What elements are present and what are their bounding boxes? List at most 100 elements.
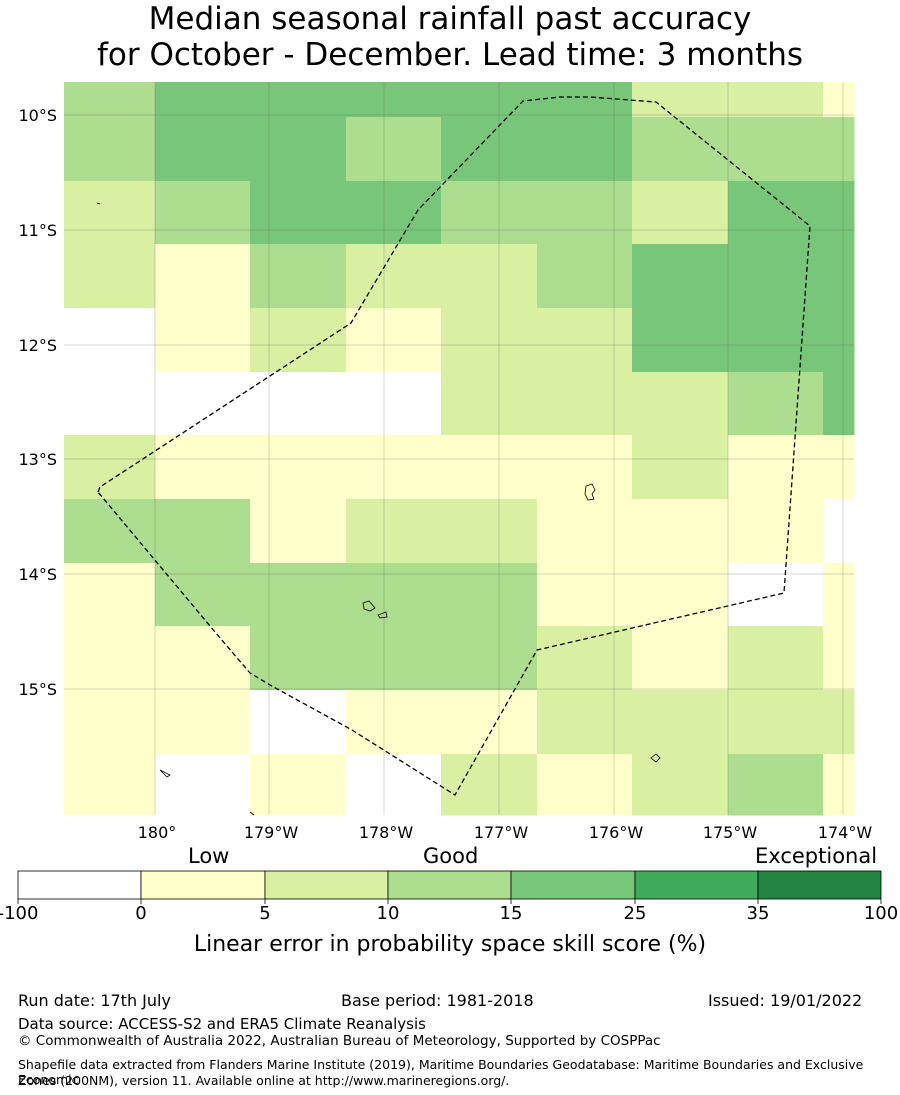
grid-cell <box>441 754 538 816</box>
islands <box>96 202 661 816</box>
grid-cell <box>537 117 633 182</box>
grid-cell <box>823 435 855 500</box>
grid-cell <box>441 244 538 309</box>
grid-cell <box>155 690 251 755</box>
grid-cell <box>441 435 538 500</box>
grid-cell <box>346 754 442 816</box>
longitude-label: 179°W <box>244 823 299 842</box>
longitude-label: 174°W <box>818 823 873 842</box>
shapefile-credit-line2: Zones (200NM), version 11. Available onl… <box>18 1073 510 1088</box>
grid-cell <box>64 435 156 500</box>
grid-cell <box>728 181 824 245</box>
grid-cell <box>823 181 855 245</box>
grid-cell <box>537 499 633 564</box>
island <box>584 483 596 501</box>
legend-tick: 10 <box>376 903 400 924</box>
grid-cell <box>441 626 538 691</box>
island <box>249 811 255 816</box>
grid-cell <box>64 690 156 755</box>
grid-cell <box>537 435 633 500</box>
grid-cell <box>64 563 156 627</box>
grid-cell <box>537 563 633 627</box>
grid-cell <box>346 690 442 755</box>
grid-cell <box>632 499 729 564</box>
grid-cell <box>823 754 855 816</box>
latitude-label: 13°S <box>18 450 57 469</box>
grid-cell <box>155 754 251 816</box>
grid-cell <box>64 499 156 564</box>
legend-label-low: Low <box>188 844 230 868</box>
grid-cell <box>632 181 729 245</box>
grid-cell <box>250 754 347 816</box>
latitude-label: 15°S <box>18 680 57 699</box>
longitude-label: 176°W <box>589 823 644 842</box>
grid-cell <box>346 82 442 118</box>
run-date: Run date: 17th July <box>18 991 171 1010</box>
grid-cell <box>823 563 855 627</box>
grid-cell <box>537 244 633 309</box>
grid-cell <box>346 372 442 436</box>
grid-cell <box>632 563 729 627</box>
legend-tick: 5 <box>259 903 271 924</box>
grid-cell <box>823 82 855 118</box>
grid-cell <box>728 499 824 564</box>
grid-cell <box>155 372 251 436</box>
grid-cell <box>155 82 251 118</box>
grid-cell <box>632 244 729 309</box>
longitude-label: 175°W <box>703 823 758 842</box>
grid-cell <box>64 754 156 816</box>
data-source: Data source: ACCESS-S2 and ERA5 Climate … <box>18 1015 426 1033</box>
grid-cell <box>441 372 538 436</box>
legend-tick: 100 <box>863 903 899 924</box>
colorbar-bin <box>634 870 759 900</box>
chart-title-line2: for October - December. Lead time: 3 mon… <box>96 37 804 73</box>
island <box>362 600 376 612</box>
legend-tick: -100 <box>0 903 39 924</box>
colorbar-bin <box>757 870 882 900</box>
grid-cell <box>441 690 538 755</box>
grid-cell <box>632 690 729 755</box>
grid-cell <box>250 372 347 436</box>
grid-cell <box>441 117 538 182</box>
colorbar-bin <box>510 870 636 900</box>
grid-cell <box>823 308 855 373</box>
grid-cell <box>537 372 633 436</box>
grid-cell <box>64 244 156 309</box>
copyright: © Commonwealth of Australia 2022, Austra… <box>18 1033 661 1049</box>
grid-cell <box>64 181 156 245</box>
grid-cell <box>728 563 824 627</box>
grid-cell <box>346 117 442 182</box>
grid-cell <box>250 690 347 755</box>
island <box>159 769 171 778</box>
grid-cell <box>155 563 251 627</box>
longitude-label: 178°W <box>359 823 414 842</box>
grid-cell <box>728 117 824 182</box>
grid-cell <box>441 499 538 564</box>
grid-cell <box>64 626 156 691</box>
grid-cell <box>346 626 442 691</box>
legend-label-good: Good <box>423 844 479 868</box>
grid-cell <box>346 563 442 627</box>
grid-cell <box>64 117 156 182</box>
colorbar-bin <box>140 870 266 900</box>
base-period: Base period: 1981-2018 <box>341 991 534 1010</box>
grid-cell <box>632 372 729 436</box>
grid-cell <box>728 626 824 691</box>
grid-cell <box>346 499 442 564</box>
legend-title: Linear error in probability space skill … <box>193 932 707 957</box>
grid-cell <box>728 308 824 373</box>
legend-tick: 15 <box>499 903 523 924</box>
grid-cell <box>64 308 156 373</box>
shapefile-credit-line1: Shapefile data extracted from Flanders M… <box>18 1057 864 1087</box>
grid-cell <box>346 244 442 309</box>
latitude-labels: 10°S 11°S 12°S 13°S 14°S 15°S <box>18 106 57 699</box>
legend-label-exceptional: Exceptional <box>755 844 878 868</box>
longitude-labels: 180° 179°W 178°W 177°W 176°W 175°W 174°W <box>138 823 873 842</box>
grid-cell <box>728 82 824 118</box>
grid-cell <box>155 244 251 309</box>
grid-cell <box>250 117 347 182</box>
grid-cell <box>823 626 855 691</box>
grid-cell <box>728 435 824 500</box>
grid-cell <box>537 626 633 691</box>
